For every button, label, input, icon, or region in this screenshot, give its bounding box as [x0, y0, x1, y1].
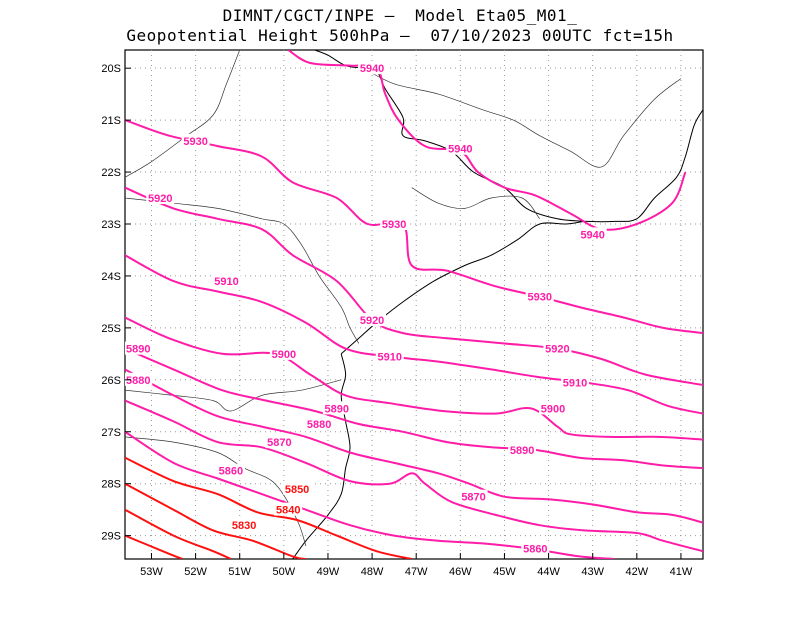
- state-border: [125, 197, 360, 344]
- lon-tick-label: 53W: [140, 566, 163, 578]
- contour-5830: [125, 508, 232, 559]
- contour-label-bg: [375, 349, 404, 363]
- contour-5840: [125, 482, 307, 559]
- contour-label-bg: [146, 191, 175, 205]
- contour-5870: [125, 399, 703, 553]
- contour-label: 5890: [325, 403, 349, 415]
- contour-label-bg: [125, 372, 153, 386]
- contour-label: 5910: [214, 276, 238, 288]
- contour-label-bg: [543, 341, 572, 355]
- lon-tick-label: 45W: [493, 566, 516, 578]
- contour-label: 5900: [541, 403, 565, 415]
- lat-tick-label: 22S: [101, 167, 121, 179]
- title-line-2: Geopotential Height 500hPa – 07/10/2023 …: [126, 26, 674, 45]
- coastline: [340, 220, 584, 355]
- contour-label: 5930: [382, 219, 406, 231]
- lon-tick-label: 50W: [273, 566, 296, 578]
- contour-label: 5890: [126, 344, 150, 356]
- contour-5930: [125, 119, 703, 335]
- lat-tick-label: 26S: [101, 375, 121, 387]
- contour-label: 5870: [461, 492, 485, 504]
- contour-label: 5910: [563, 377, 587, 389]
- lon-tick-label: 48W: [361, 566, 384, 578]
- lon-tick-label: 51W: [228, 566, 251, 578]
- contour-label: 5930: [183, 136, 207, 148]
- contour-label: 5880: [307, 419, 331, 431]
- contour-label-bg: [525, 289, 554, 303]
- contour-label-bg: [274, 502, 303, 516]
- lat-tick-label: 28S: [101, 479, 121, 491]
- contour-label-bg: [125, 341, 153, 355]
- contour-label-bg: [508, 442, 537, 456]
- contour-label-bg: [265, 435, 294, 449]
- contour-5920: [125, 186, 703, 386]
- lat-tick-label: 27S: [101, 427, 121, 439]
- contour-label-bg: [216, 463, 245, 477]
- lon-tick-label: 43W: [581, 566, 604, 578]
- lat-tick-label: 23S: [101, 219, 121, 231]
- contour-label: 5940: [580, 229, 604, 241]
- contour-5890: [125, 347, 703, 470]
- contour-label-bg: [358, 61, 387, 75]
- contour-label-bg: [538, 401, 567, 415]
- contour-label: 5910: [377, 351, 401, 363]
- contour-label: 5840: [276, 505, 300, 517]
- contour-label: 5880: [126, 375, 150, 387]
- contour-label-bg: [459, 489, 488, 503]
- state-border: [411, 187, 540, 220]
- contour-label: 5920: [545, 344, 569, 356]
- lon-tick-label: 52W: [184, 566, 207, 578]
- contour-label-bg: [578, 227, 607, 241]
- contour-label: 5890: [510, 445, 534, 457]
- lon-tick-label: 44W: [537, 566, 560, 578]
- contour-label-bg: [283, 481, 312, 495]
- contour-label-bg: [322, 401, 351, 415]
- contour-label: 5860: [523, 544, 547, 556]
- state-border: [363, 67, 682, 168]
- contour-label-bg: [269, 346, 298, 360]
- contour-label-bg: [212, 274, 241, 288]
- contour-label: 5940: [360, 63, 384, 75]
- lon-tick-label: 46W: [449, 566, 472, 578]
- contour-label: 5860: [219, 466, 243, 478]
- contour-label: 5850: [285, 484, 309, 496]
- lat-tick-label: 29S: [101, 531, 121, 543]
- contour-label: 5920: [148, 193, 172, 205]
- contour-label: 5930: [528, 292, 552, 304]
- contour-label-bg: [358, 313, 387, 327]
- lat-tick-label: 20S: [101, 63, 121, 75]
- contour-5900: [125, 316, 703, 441]
- contour-5850: [125, 456, 413, 559]
- contour-label-bg: [305, 416, 334, 430]
- lon-tick-label: 42W: [626, 566, 649, 578]
- contour-5880: [125, 368, 703, 524]
- contour-label: 5920: [360, 315, 384, 327]
- contour-label: 5870: [267, 437, 291, 449]
- contour-label: 5830: [232, 520, 256, 532]
- lon-tick-label: 41W: [670, 566, 693, 578]
- title-line-1: DIMNT/CGCT/INPE – Model Eta05_M01_: [222, 6, 578, 25]
- contour-5910: [125, 254, 703, 415]
- contour-label-bg: [561, 375, 590, 389]
- contour-label-bg: [521, 541, 550, 555]
- contour-label: 5940: [448, 144, 472, 156]
- contour-label: 5900: [272, 349, 296, 361]
- lat-tick-label: 21S: [101, 115, 121, 127]
- plot-frame: [124, 49, 704, 560]
- contour-label-bg: [380, 216, 409, 230]
- contour-low: [125, 534, 183, 559]
- contour-label-bg: [446, 141, 475, 155]
- state-border: [125, 50, 241, 178]
- lon-tick-label: 47W: [405, 566, 428, 578]
- lon-tick-label: 49W: [317, 566, 340, 578]
- contour-label-bg: [181, 133, 210, 147]
- lat-tick-label: 24S: [101, 271, 121, 283]
- lat-tick-label: 25S: [101, 323, 121, 335]
- contour-label-bg: [230, 518, 259, 532]
